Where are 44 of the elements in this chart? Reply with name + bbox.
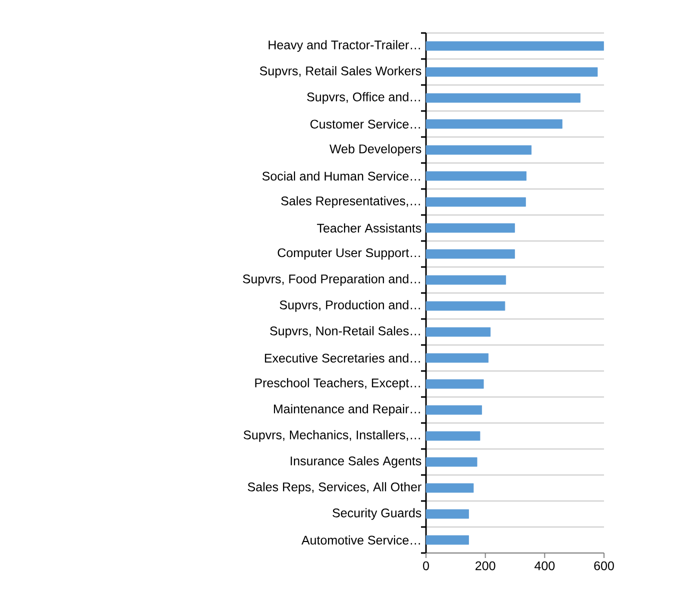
- bar: [426, 431, 480, 441]
- bar: [426, 379, 484, 389]
- bar: [426, 405, 482, 415]
- y-tick-label: Computer User Support…: [278, 248, 420, 260]
- y-tick-label: Supvrs, Food Preparation and…: [242, 274, 420, 286]
- y-tick-label: Supvrs, Retail Sales Workers: [260, 66, 422, 78]
- y-tick-label: Insurance Sales Agents: [290, 456, 422, 468]
- y-tick-label: Supvrs, Production and…: [280, 300, 420, 312]
- y-tick-label: Sales Reps, Services, All Other: [248, 482, 422, 494]
- y-tick-label: Supvrs, Non-Retail Sales…: [270, 326, 420, 338]
- bar: [426, 119, 562, 129]
- bar: [426, 249, 515, 259]
- y-tick-label: Executive Secretaries and…: [264, 353, 420, 363]
- bar: [426, 483, 474, 493]
- bar: [426, 171, 526, 181]
- bar: [426, 327, 491, 337]
- bar: [426, 457, 478, 467]
- x-tick-label: 0: [423, 561, 429, 570]
- bar: [426, 223, 515, 233]
- bar: [426, 275, 506, 285]
- y-tick-label: Security Guards: [332, 508, 422, 520]
- y-tick-label: Sales Representatives,…: [281, 196, 420, 208]
- y-tick-label: Web Developers: [330, 144, 422, 156]
- y-tick-label: Supvrs, Mechanics, Installers,…: [244, 430, 420, 442]
- bar: [426, 509, 469, 519]
- y-tick-label: Teacher Assistants: [317, 223, 422, 233]
- bar: [426, 301, 506, 311]
- y-tick-label: Heavy and Tractor-Trailer…: [268, 40, 420, 52]
- bar: [426, 93, 580, 103]
- bar: [426, 145, 532, 155]
- x-tick-label: 200: [476, 561, 496, 570]
- x-tick-label: 400: [534, 561, 555, 570]
- bar: [426, 535, 469, 545]
- y-tick-label: Social and Human Service…: [262, 171, 420, 181]
- bar: [426, 67, 598, 77]
- bar: [426, 353, 489, 363]
- bar: [426, 197, 526, 207]
- y-tick-label: Preschool Teachers, Except…: [255, 378, 420, 390]
- y-tick-label: Supvrs, Office and…: [307, 92, 420, 104]
- y-tick-label: Customer Service…: [310, 119, 420, 129]
- x-tick-label: 600: [594, 561, 614, 570]
- y-tick-label: Automotive Service…: [301, 535, 420, 545]
- y-tick-label: Maintenance and Repair…: [274, 404, 420, 416]
- bar: [426, 41, 604, 51]
